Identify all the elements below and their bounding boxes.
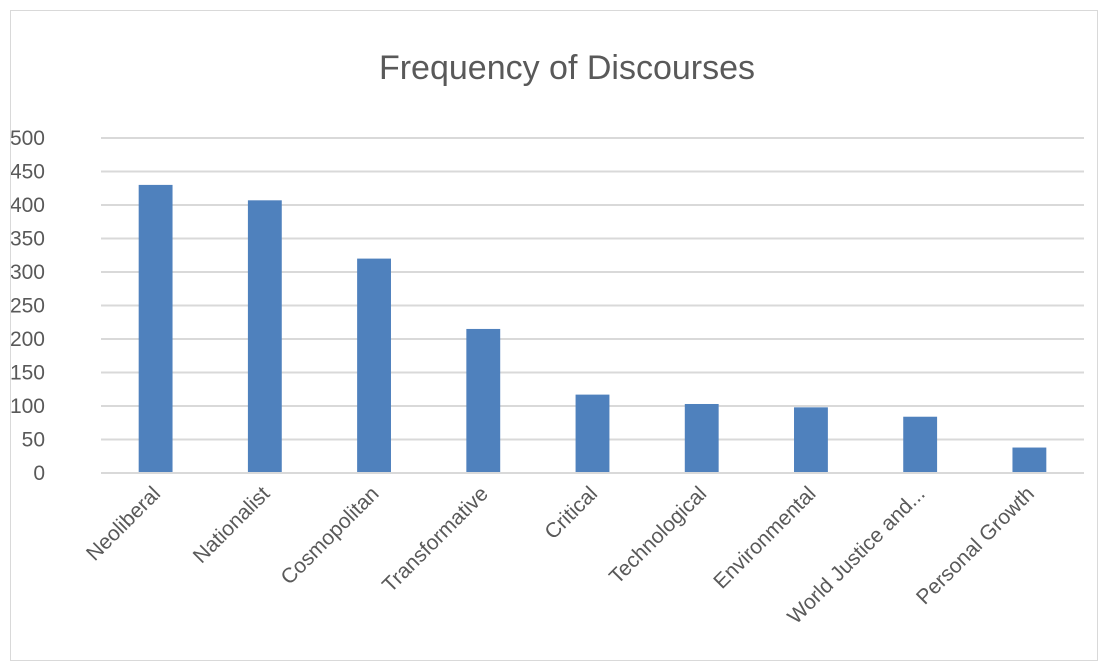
x-category-label: Technological bbox=[605, 482, 711, 588]
x-category-label: Personal Growth bbox=[912, 482, 1039, 609]
bar bbox=[794, 407, 828, 473]
x-category-label: Cosmopolitan bbox=[277, 482, 384, 589]
y-tick-label: 100 bbox=[11, 395, 45, 418]
x-category-label: Critical bbox=[540, 482, 602, 544]
y-tick-label: 250 bbox=[11, 295, 45, 318]
bar-chart: Frequency of Discourses 0 50 100 150 200 250 3… bbox=[11, 49, 1084, 629]
bar bbox=[575, 394, 610, 473]
y-tick-label: 450 bbox=[11, 161, 45, 184]
y-axis-tick-labels: 0 50 100 150 200 250 300 350 400 450 500 bbox=[11, 127, 45, 485]
x-category-label: Neoliberal bbox=[82, 482, 165, 565]
x-category-label: Environmental bbox=[709, 482, 820, 593]
bar bbox=[684, 403, 719, 473]
x-axis-category-labels: Neoliberal Nationalist CosmopolitanTransfo… bbox=[82, 482, 1039, 628]
y-tick-label: 400 bbox=[11, 194, 45, 217]
bar bbox=[466, 328, 501, 473]
y-tick-label: 0 bbox=[33, 462, 45, 485]
chart-title: Frequency of Discourses bbox=[379, 49, 755, 87]
x-category-label: Transformative bbox=[378, 482, 493, 597]
bar bbox=[903, 416, 938, 473]
y-tick-label: 500 bbox=[11, 127, 45, 150]
x-category-label: Nationalist bbox=[189, 482, 275, 568]
bar bbox=[1012, 447, 1047, 473]
chart-frame: Frequency of Discourses 0 50 100 150 200 250 3… bbox=[10, 10, 1098, 661]
bar bbox=[357, 258, 391, 473]
bar bbox=[247, 200, 282, 473]
y-tick-label: 200 bbox=[11, 328, 45, 351]
y-tick-label: 50 bbox=[22, 429, 45, 452]
bar bbox=[138, 184, 173, 473]
y-tick-label: 350 bbox=[11, 228, 45, 251]
bars bbox=[138, 184, 1047, 473]
y-tick-label: 300 bbox=[11, 261, 45, 284]
y-tick-label: 150 bbox=[11, 362, 45, 385]
